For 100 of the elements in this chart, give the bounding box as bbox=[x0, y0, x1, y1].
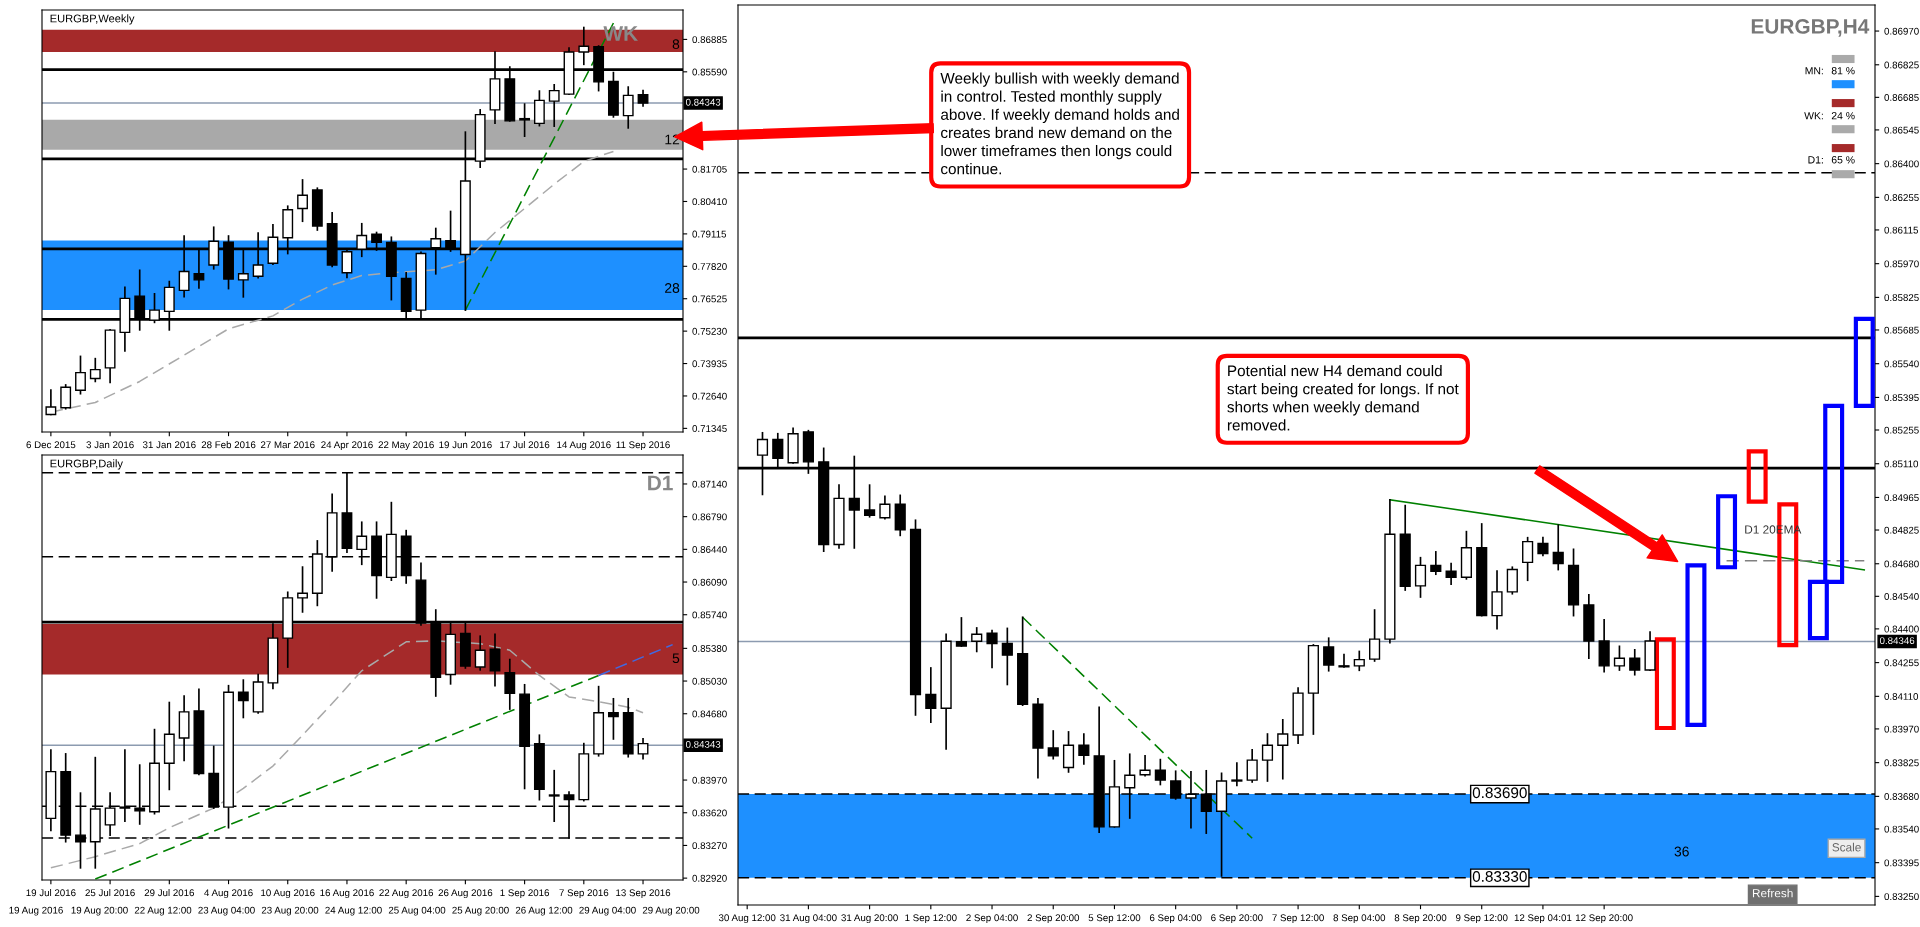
candlestick bbox=[925, 667, 937, 723]
y-tick-label: 0.80410 bbox=[692, 198, 727, 206]
candlestick bbox=[1139, 755, 1151, 777]
candlestick bbox=[622, 86, 634, 129]
y-tick-label: 0.77820 bbox=[692, 263, 727, 270]
x-tick-label: 17 Jul 2016 bbox=[500, 441, 550, 449]
x-tick-label: 8 Sep 04:00 bbox=[1333, 914, 1386, 924]
y-tick-label: 0.84400 bbox=[1884, 625, 1919, 633]
band-label: 28 bbox=[665, 283, 680, 293]
y-tick-label: 0.83970 bbox=[692, 776, 727, 784]
y-tick-label: 0.84110 bbox=[1884, 693, 1919, 700]
y-tick-label: 0.83395 bbox=[1884, 859, 1919, 867]
y-tick-label: 0.72640 bbox=[692, 392, 727, 400]
y-tick-label: 0.85395 bbox=[1884, 394, 1919, 402]
candlestick bbox=[1001, 627, 1013, 686]
y-tick-label: 0.83620 bbox=[692, 809, 727, 817]
candlestick bbox=[1323, 637, 1335, 672]
x-tick-label: 25 Jul 2016 bbox=[85, 889, 135, 897]
candlestick bbox=[607, 697, 619, 740]
candlestick bbox=[1552, 524, 1564, 571]
annotation: MN: bbox=[1805, 67, 1823, 75]
candlestick bbox=[955, 617, 968, 647]
x-tick-label: 13 Sep 2016 bbox=[616, 889, 671, 899]
x-tick-label: 4 Aug 2016 bbox=[204, 889, 253, 899]
annotation: 24 % bbox=[1831, 112, 1855, 120]
x-tick-label: 22 May 2016 bbox=[378, 441, 434, 451]
y-tick-label: 0.86685 bbox=[1884, 94, 1919, 101]
x-tick-label: 31 Jan 2016 bbox=[142, 441, 196, 449]
annotation: 65 % bbox=[1831, 156, 1855, 164]
x-tick-label: 26 Aug 2016 bbox=[438, 889, 493, 899]
annotation: 81 % bbox=[1831, 67, 1855, 75]
candlestick bbox=[1246, 749, 1258, 783]
x-tick-label: 5 Sep 12:00 bbox=[1088, 914, 1141, 924]
candlestick bbox=[637, 738, 649, 760]
y-tick-label: 0.86115 bbox=[1884, 226, 1919, 234]
candlestick bbox=[864, 484, 876, 518]
y-tick-label: 0.85590 bbox=[692, 68, 727, 76]
chart-title: EURGBP,Daily bbox=[50, 459, 123, 470]
ref-line-label: 0.83690 bbox=[1472, 787, 1527, 799]
y-tick-label: 0.86885 bbox=[692, 36, 727, 44]
y-tick-label: 0.71345 bbox=[692, 425, 727, 432]
ref-line-label: 0.84343 bbox=[685, 740, 721, 748]
x-tick-label: 14 Aug 2016 bbox=[557, 441, 611, 451]
candlestick bbox=[1078, 733, 1090, 765]
candlestick bbox=[75, 355, 86, 395]
candlestick bbox=[1506, 566, 1518, 595]
candlestick bbox=[89, 357, 101, 383]
y-tick-label: 0.83825 bbox=[1884, 759, 1919, 767]
candlestick bbox=[237, 679, 249, 719]
y-tick-label: 0.73935 bbox=[692, 360, 727, 368]
y-tick-label: 0.82920 bbox=[692, 874, 727, 882]
x-tick-label: 12 Sep 20:00 bbox=[1575, 914, 1633, 924]
y-tick-label: 0.85540 bbox=[1884, 360, 1919, 368]
line-series bbox=[50, 640, 644, 869]
x-tick-label: 6 Sep 20:00 bbox=[1211, 914, 1263, 924]
candlestick bbox=[578, 26, 590, 66]
y-tick-label: 0.76525 bbox=[692, 295, 727, 303]
annotation: Potential new H4 demand could start being created for longs. If not shorts when weekly demand removed. bbox=[1227, 365, 1459, 431]
candlestick bbox=[297, 179, 308, 223]
y-tick-label: 0.86825 bbox=[1884, 61, 1919, 69]
x-tick-label: 31 Aug 04:00 bbox=[780, 914, 837, 924]
y-tick-label: 0.85030 bbox=[692, 677, 727, 685]
y-tick-label: 0.85825 bbox=[1884, 294, 1919, 302]
candlestick bbox=[504, 658, 516, 710]
x-tick-label: 16 Aug 2016 bbox=[320, 889, 374, 899]
annotation: Refresh bbox=[1752, 888, 1793, 898]
annotation: WK bbox=[603, 26, 638, 41]
x-tick-label: 6 Dec 2015 bbox=[26, 441, 76, 449]
y-tick-label: 0.84255 bbox=[1884, 659, 1919, 667]
candlestick bbox=[971, 627, 983, 653]
x-tick-label: 27 Mar 2016 bbox=[260, 441, 315, 449]
annotation: Scale bbox=[1832, 842, 1861, 852]
y-tick-label: 0.83270 bbox=[692, 842, 727, 850]
y-tick-label: 0.86400 bbox=[1884, 160, 1919, 168]
y-tick-label: 0.81705 bbox=[692, 165, 727, 173]
y-tick-label: 0.85380 bbox=[692, 645, 727, 652]
y-tick-label: 0.86970 bbox=[1884, 27, 1919, 35]
candlestick bbox=[986, 629, 998, 669]
y-tick-label: 0.83250 bbox=[1884, 893, 1919, 901]
text: 24 Aug 12:00 bbox=[325, 906, 382, 916]
candlestick bbox=[1414, 556, 1427, 598]
candlestick bbox=[1491, 570, 1503, 630]
y-tick-label: 0.83970 bbox=[1884, 725, 1919, 733]
candlestick bbox=[1522, 536, 1534, 582]
candlestick bbox=[1261, 733, 1274, 782]
text: 22 Aug 12:00 bbox=[134, 906, 192, 916]
candlestick bbox=[548, 84, 560, 127]
y-tick-label: 0.84825 bbox=[1884, 526, 1919, 534]
text: 29 Aug 20:00 bbox=[642, 906, 700, 916]
y-tick-label: 0.85970 bbox=[1884, 260, 1919, 268]
x-tick-label: 12 Sep 04:01 bbox=[1514, 914, 1572, 924]
x-tick-label: 2 Sep 04:00 bbox=[966, 914, 1018, 924]
x-tick-label: 19 Jun 2016 bbox=[439, 441, 492, 449]
y-tick-label: 0.85740 bbox=[692, 611, 727, 619]
text: 29 Aug 04:00 bbox=[579, 906, 636, 916]
band-label: 8 bbox=[672, 39, 680, 50]
band-label: 5 bbox=[672, 653, 680, 664]
x-tick-label: 29 Jul 2016 bbox=[144, 889, 195, 897]
y-tick-label: 0.86545 bbox=[1884, 126, 1919, 134]
ref-line-label: 0.84346 bbox=[1879, 637, 1915, 645]
